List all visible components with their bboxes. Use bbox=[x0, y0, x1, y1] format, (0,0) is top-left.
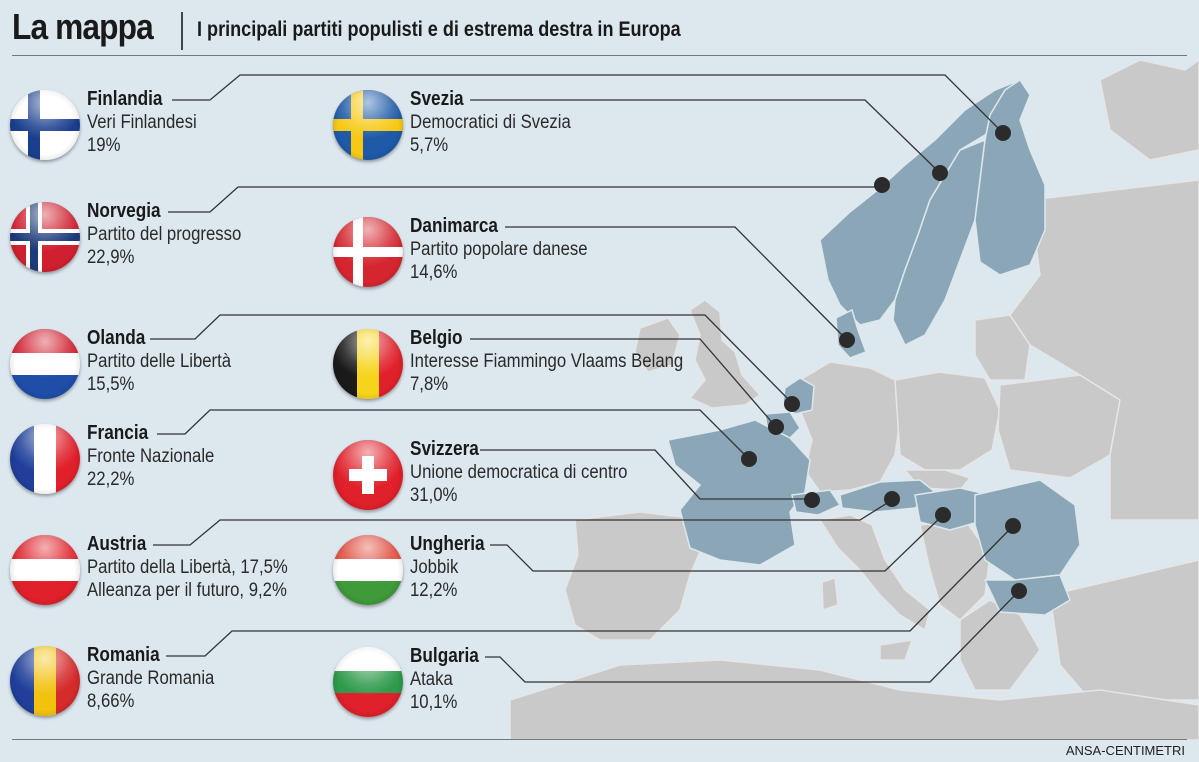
vote-share: 22,2% bbox=[87, 469, 135, 490]
marker-austria bbox=[884, 491, 900, 507]
marker-danimarca bbox=[839, 332, 855, 348]
denmark-flag-icon bbox=[333, 217, 403, 287]
party-name: Partito delle Libertà bbox=[87, 351, 232, 372]
party-name: Fronte Nazionale bbox=[87, 446, 215, 467]
vote-share: 14,6% bbox=[410, 262, 458, 283]
country-name: Danimarca bbox=[410, 215, 498, 237]
party-name: Partito del progresso bbox=[87, 224, 242, 245]
page-subtitle: I principali partiti populisti e di estr… bbox=[197, 18, 681, 41]
country-name: Ungheria bbox=[410, 533, 485, 555]
title-divider bbox=[181, 12, 183, 50]
country-name: Olanda bbox=[87, 327, 146, 349]
highlighted-countries bbox=[667, 78, 1081, 616]
marker-olanda bbox=[784, 396, 800, 412]
party-name: Ataka bbox=[410, 669, 453, 690]
switzerland-flag-icon bbox=[333, 440, 403, 510]
marker-norvegia bbox=[874, 177, 890, 193]
page-title: La mappa bbox=[12, 6, 154, 47]
marker-romania bbox=[1005, 518, 1021, 534]
party-name: Interesse Fiammingo Vlaams Belang bbox=[410, 351, 684, 372]
country-name: Francia bbox=[87, 422, 149, 444]
country-name: Svizzera bbox=[410, 438, 479, 460]
party-name: Partito popolare danese bbox=[410, 239, 588, 260]
entry-svezia: Svezia Democratici di Svezia 5,7% bbox=[333, 88, 663, 170]
entry-belgio: Belgio Interesse Fiammingo Vlaams Belang… bbox=[333, 327, 683, 409]
marker-finlandia bbox=[995, 125, 1011, 141]
country-name: Belgio bbox=[410, 327, 463, 349]
party-name: Democratici di Svezia bbox=[410, 112, 571, 133]
footer-rule bbox=[12, 739, 1187, 740]
entry-finlandia: Finlandia Veri Finlandesi 19% bbox=[10, 88, 340, 170]
country-name: Austria bbox=[87, 533, 147, 555]
entry-danimarca: Danimarca Partito popolare danese 14,6% bbox=[333, 215, 663, 297]
entry-bulgaria: Bulgaria Ataka 10,1% bbox=[333, 645, 663, 727]
entry-norvegia: Norvegia Partito del progresso 22,9% bbox=[10, 200, 340, 282]
entry-austria: Austria Partito della Libertà, 17,5% All… bbox=[10, 533, 340, 615]
vote-share: 5,7% bbox=[410, 135, 449, 156]
party-name: Partito della Libertà, 17,5% bbox=[87, 557, 288, 578]
vote-share: 31,0% bbox=[410, 485, 458, 506]
hungary-flag-icon bbox=[333, 535, 403, 605]
vote-share: 12,2% bbox=[410, 580, 458, 601]
source-credit: ANSA-CENTIMETRI bbox=[1065, 743, 1185, 758]
marker-belgio bbox=[768, 419, 784, 435]
marker-svezia bbox=[932, 165, 948, 181]
belgium-flag-icon bbox=[333, 329, 403, 399]
marker-francia bbox=[741, 451, 757, 467]
party-name: Grande Romania bbox=[87, 668, 215, 689]
entry-romania: Romania Grande Romania 8,66% bbox=[10, 644, 340, 726]
leader-lines bbox=[150, 74, 1020, 683]
country-name: Norvegia bbox=[87, 200, 161, 222]
other-land bbox=[509, 59, 1199, 741]
party-name-secondary: Alleanza per il futuro, 9,2% bbox=[87, 580, 287, 601]
country-name: Bulgaria bbox=[410, 645, 479, 667]
norway-flag-icon bbox=[10, 202, 80, 272]
marker-bulgaria bbox=[1011, 583, 1027, 599]
sweden-flag-icon bbox=[333, 90, 403, 160]
vote-share: 15,5% bbox=[87, 374, 135, 395]
country-name: Romania bbox=[87, 644, 160, 666]
entry-olanda: Olanda Partito delle Libertà 15,5% bbox=[10, 327, 340, 409]
vote-share: 19% bbox=[87, 135, 121, 156]
finland-flag-icon bbox=[10, 90, 80, 160]
austria-flag-icon bbox=[10, 535, 80, 605]
netherlands-flag-icon bbox=[10, 329, 80, 399]
country-name: Finlandia bbox=[87, 88, 163, 110]
vote-share: 10,1% bbox=[410, 692, 458, 713]
vote-share: 22,9% bbox=[87, 247, 135, 268]
marker-ungheria bbox=[935, 507, 951, 523]
party-name: Veri Finlandesi bbox=[87, 112, 197, 133]
party-name: Jobbik bbox=[410, 557, 459, 578]
france-flag-icon bbox=[10, 424, 80, 494]
marker-svizzera bbox=[804, 492, 820, 508]
party-name: Unione democratica di centro bbox=[410, 462, 628, 483]
markers bbox=[741, 125, 1027, 599]
entry-francia: Francia Fronte Nazionale 22,2% bbox=[10, 422, 340, 504]
entry-ungheria: Ungheria Jobbik 12,2% bbox=[333, 533, 663, 615]
entry-svizzera: Svizzera Unione democratica di centro 31… bbox=[333, 438, 663, 520]
romania-flag-icon bbox=[10, 646, 80, 716]
vote-share: 7,8% bbox=[410, 374, 449, 395]
bulgaria-flag-icon bbox=[333, 647, 403, 717]
country-name: Svezia bbox=[410, 88, 464, 110]
header-rule bbox=[12, 55, 1187, 56]
vote-share: 8,66% bbox=[87, 691, 135, 712]
